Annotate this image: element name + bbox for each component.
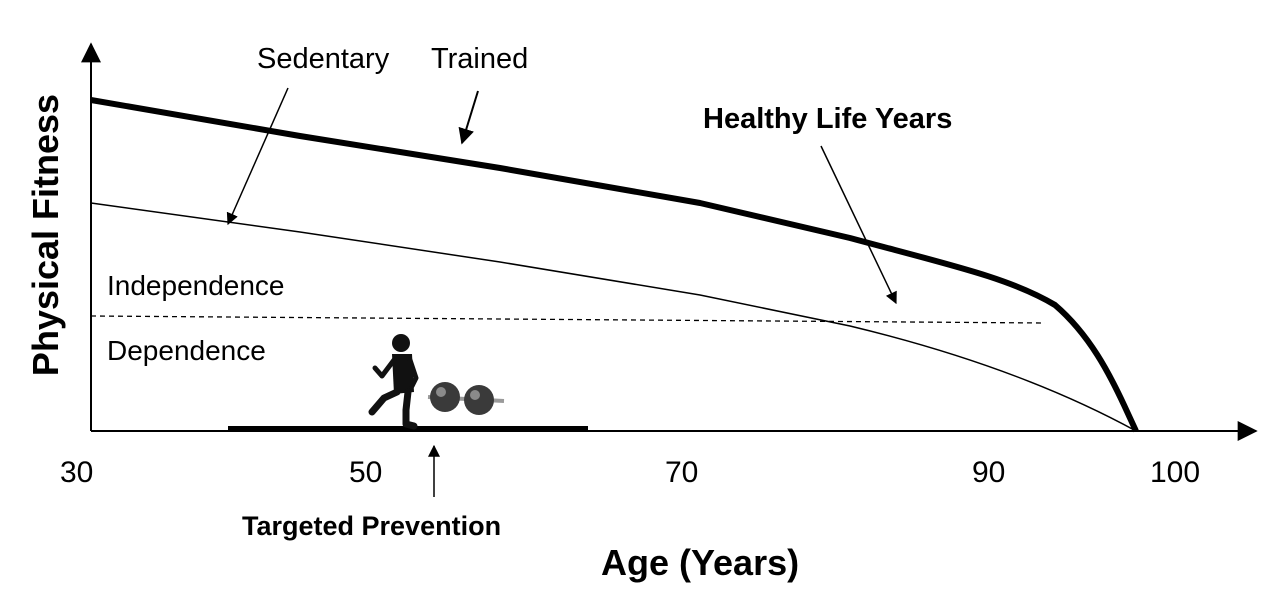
- y-axis-label: Physical Fitness: [25, 93, 66, 377]
- sedentary-label: Sedentary: [257, 43, 390, 75]
- x-axis-label: Age (Years): [601, 542, 800, 583]
- x-tick-label: 50: [349, 456, 383, 489]
- dependence-label: Dependence: [107, 335, 266, 366]
- targeted-prevention-label: Targeted Prevention: [242, 511, 502, 541]
- independence-threshold-line: [90, 315, 1046, 324]
- x-tick-label: 100: [1150, 456, 1201, 489]
- trained-pointer-arrow: [458, 90, 479, 145]
- dumbbell-icon: [427, 382, 505, 415]
- sedentary-curve: [90, 202, 1137, 432]
- x-tick-label: 70: [665, 456, 699, 489]
- healthy-life-years-pointer-arrow: [820, 145, 897, 305]
- runner-icon: [368, 334, 419, 430]
- healthy-life-years-label: Healthy Life Years: [703, 103, 953, 135]
- sedentary-pointer-arrow: [226, 87, 289, 226]
- independence-label: Independence: [107, 270, 285, 301]
- x-tick-label: 90: [972, 456, 1006, 489]
- trained-curve: [90, 97, 1139, 433]
- trained-label: Trained: [431, 43, 529, 75]
- x-tick-label: 30: [60, 456, 94, 489]
